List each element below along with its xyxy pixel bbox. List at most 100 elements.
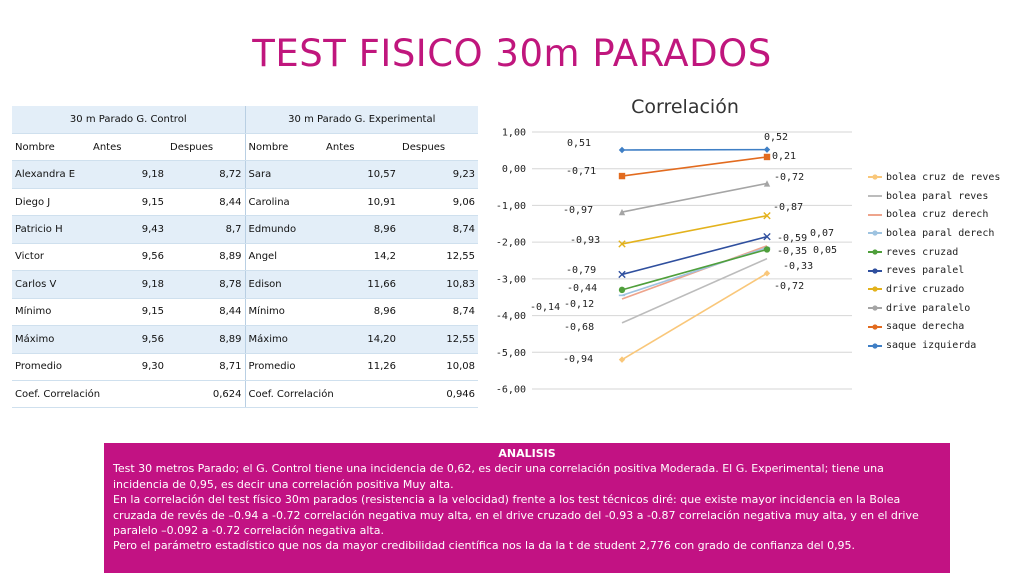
legend-item: bolea paral derech	[868, 224, 1018, 243]
column-header: Nombre	[244, 133, 324, 162]
legend-swatch	[868, 342, 882, 349]
table-cell: 8,7	[167, 215, 246, 244]
table-cell: 9,15	[90, 298, 167, 327]
legend-item: bolea cruz de reves	[868, 168, 1018, 187]
table-cell: 8,72	[167, 160, 246, 189]
analysis-paragraph-1: Test 30 metros Parado; el G. Control tie…	[113, 462, 884, 491]
table-cell: 9,23	[399, 160, 479, 189]
table-cell: 8,89	[167, 325, 246, 354]
series-marker	[763, 270, 771, 277]
y-tick-label: -2,00	[496, 238, 526, 249]
column-header: Despues	[167, 133, 246, 162]
table-cell: 10,08	[399, 353, 479, 382]
legend-item: saque izquierda	[868, 336, 1018, 355]
series-line	[621, 156, 768, 177]
series-line	[621, 248, 768, 291]
control-group-header: 30 m Parado G. Control	[12, 106, 246, 134]
series-marker	[763, 232, 771, 241]
data-label-after: -0,35	[777, 246, 807, 257]
legend-item: saque derecha	[868, 318, 1018, 337]
table-cell: Angel	[244, 243, 324, 272]
correlation-chart: 1,00 0,00 -1,00 -2,00 -3,00 -4,00 -5,00 -6,00 0,…	[496, 128, 852, 396]
legend-swatch	[868, 249, 882, 255]
series-marker	[618, 270, 626, 279]
series-marker	[618, 356, 626, 363]
series-line	[621, 235, 768, 276]
series-marker	[618, 172, 626, 180]
legend-swatch	[868, 230, 882, 237]
y-tick-label: -3,00	[496, 274, 526, 285]
table-cell: 8,71	[167, 353, 246, 382]
table-cell: Promedio	[244, 353, 324, 382]
legend-label: bolea cruz de reves	[886, 171, 1001, 183]
table-cell: 9,30	[90, 353, 167, 382]
legend-label: reves cruzad	[886, 246, 959, 258]
legend-item: bolea cruz derech	[868, 205, 1018, 224]
table-cell: 9,56	[90, 243, 167, 272]
legend-item: reves cruzad	[868, 243, 1018, 262]
corr-value-control: 0,624	[167, 380, 246, 409]
legend-swatch	[868, 268, 882, 274]
data-label-after: -0,59	[777, 233, 807, 244]
legend-label: bolea paral derech	[886, 227, 995, 239]
series-line	[621, 245, 768, 300]
legend-marker	[872, 249, 878, 255]
legend-item: drive paralelo	[868, 299, 1018, 318]
table-cell: 9,18	[90, 270, 167, 299]
table-cell: 9,15	[90, 188, 167, 217]
y-tick-label: -6,00	[496, 385, 526, 396]
table-cell: 14,20	[323, 325, 400, 354]
legend-marker	[872, 268, 878, 274]
table-cell: 8,74	[399, 298, 479, 327]
y-tick-label: -4,00	[496, 311, 526, 322]
series-marker	[618, 240, 626, 248]
legend-marker	[872, 286, 878, 293]
legend-swatch	[868, 286, 882, 293]
legend-marker	[872, 305, 878, 311]
data-label-after: -0,72	[774, 281, 804, 292]
data-label-after: 0,21	[772, 151, 796, 162]
slide-title: TEST FISICO 30m PARADOS	[252, 32, 772, 75]
table-cell: 9,43	[90, 215, 167, 244]
table-cell: Patricio H	[12, 215, 90, 244]
column-header: Antes	[90, 133, 167, 162]
series-marker	[618, 286, 626, 294]
table-cell: 9,56	[90, 325, 167, 354]
table-cell: Edmundo	[244, 215, 324, 244]
table-cell: 11,66	[323, 270, 400, 299]
table-cell: 12,55	[399, 325, 479, 354]
legend-label: drive cruzado	[886, 283, 965, 295]
legend-swatch	[868, 195, 882, 198]
y-tick-label: -5,00	[496, 348, 526, 359]
legend-label: bolea cruz derech	[886, 209, 989, 221]
legend-marker	[872, 230, 878, 237]
corr-value-experimental: 0,946	[399, 380, 479, 409]
legend-swatch	[868, 174, 882, 180]
data-label-after: 0,07	[810, 228, 834, 239]
data-label-before: -0,12	[564, 299, 594, 310]
chart-legend: bolea cruz de reves bolea paral reves bole…	[868, 168, 1018, 355]
series-marker	[763, 180, 771, 187]
table-cell: Diego J	[12, 188, 90, 217]
table-cell: Mínimo	[12, 298, 90, 327]
table-cell: 14,2	[323, 243, 400, 272]
series-marker	[763, 212, 771, 220]
table-cell: 8,96	[323, 215, 400, 244]
y-tick-label: -1,00	[496, 201, 526, 212]
analysis-paragraph-2: En la correlación del test físico 30m pa…	[113, 493, 919, 538]
data-label-after: -0,87	[773, 202, 803, 213]
data-label-before: -0,93	[570, 235, 600, 246]
legend-marker	[872, 174, 878, 180]
corr-label-control: Coef. Correlación	[12, 380, 167, 409]
data-label-before: -0,71	[566, 166, 596, 177]
experimental-group-header: 30 m Parado G. Experimental	[244, 106, 479, 134]
legend-swatch	[868, 213, 882, 216]
table-cell: 8,96	[323, 298, 400, 327]
data-label-before: -0,97	[563, 205, 593, 216]
legend-label: reves paralel	[886, 265, 965, 277]
table-cell: Carlos V	[12, 270, 90, 299]
series-marker	[618, 208, 626, 216]
data-label-before: -0,94	[563, 354, 593, 365]
table-cell: 9,06	[399, 188, 479, 217]
analysis-paragraph-3: Pero el parámetro estadístico que nos da…	[113, 539, 856, 553]
